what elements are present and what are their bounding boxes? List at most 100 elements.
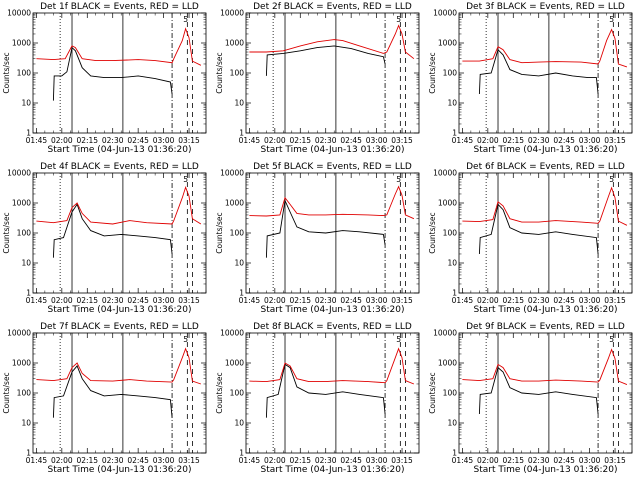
panel-title: Det 4f BLACK = Events, RED = LLD bbox=[40, 162, 199, 172]
y-axis-label: Counts/sec bbox=[428, 372, 437, 413]
x-tick-label: 01:45 bbox=[452, 296, 474, 305]
y-tick-label: 10000 bbox=[7, 9, 31, 18]
y-axis-label: Counts/sec bbox=[215, 372, 224, 413]
x-tick-label: 02:30 bbox=[102, 136, 124, 145]
x-tick-label: 02:45 bbox=[553, 136, 575, 145]
plot-frame bbox=[245, 12, 420, 134]
y-tick-label: 100 bbox=[443, 69, 458, 78]
x-tick-label: 02:15 bbox=[76, 456, 98, 465]
x-axis-label: Start Time (04-Jun-13 01:36:20) bbox=[48, 145, 192, 155]
x-tick-label: 02:15 bbox=[289, 456, 311, 465]
panel-det-7: Det 7f BLACK = Events, RED = LLD Counts/s… bbox=[2, 322, 207, 475]
plot-frame bbox=[32, 12, 207, 134]
x-tick-label: 02:45 bbox=[127, 136, 149, 145]
series-events bbox=[478, 203, 599, 255]
x-tick-label: 02:15 bbox=[76, 296, 98, 305]
y-tick-label: 10000 bbox=[220, 169, 244, 178]
panel-det-5: Det 5f BLACK = Events, RED = LLD Counts/s… bbox=[215, 162, 420, 315]
series-events bbox=[265, 199, 386, 258]
series-lld bbox=[462, 186, 628, 226]
series-lld bbox=[462, 28, 628, 68]
annotation-label: 5 bbox=[609, 175, 614, 184]
series-lld bbox=[36, 186, 202, 225]
x-tick-label: 03:00 bbox=[366, 456, 388, 465]
x-tick-label: 02:00 bbox=[477, 456, 499, 465]
y-tick-label: 1 bbox=[26, 449, 31, 458]
panel-det-6: Det 6f BLACK = Events, RED = LLD Counts/s… bbox=[428, 162, 633, 315]
panel-title: Det 8f BLACK = Events, RED = LLD bbox=[253, 322, 412, 332]
x-tick-label: 01:45 bbox=[452, 136, 474, 145]
x-tick-label: 03:15 bbox=[178, 456, 200, 465]
x-tick-label: 03:00 bbox=[579, 136, 601, 145]
plot-frame bbox=[32, 332, 207, 454]
y-tick-label: 1 bbox=[26, 289, 31, 298]
y-tick-label: 10000 bbox=[433, 9, 457, 18]
y-tick-label: 1000 bbox=[12, 359, 31, 368]
annotation-label: 5 bbox=[183, 335, 188, 344]
panel-det-3: Det 3f BLACK = Events, RED = LLD Counts/s… bbox=[428, 2, 633, 155]
series-lld bbox=[36, 27, 202, 66]
x-axis-label: Start Time (04-Jun-13 01:36:20) bbox=[474, 305, 618, 315]
x-axis-label: Start Time (04-Jun-13 01:36:20) bbox=[474, 465, 618, 475]
y-tick-label: 1 bbox=[239, 289, 244, 298]
y-axis-label: Counts/sec bbox=[428, 212, 437, 253]
y-tick-label: 1000 bbox=[438, 359, 457, 368]
annotation-label: 5 bbox=[396, 15, 401, 24]
y-tick-label: 100 bbox=[17, 389, 32, 398]
panel-det-1: Det 1f BLACK = Events, RED = LLD Counts/s… bbox=[2, 2, 207, 155]
series-lld bbox=[249, 185, 415, 220]
y-tick-label: 1 bbox=[239, 449, 244, 458]
x-tick-label: 02:15 bbox=[289, 136, 311, 145]
y-tick-label: 1000 bbox=[225, 359, 244, 368]
x-axis-label: Start Time (04-Jun-13 01:36:20) bbox=[474, 145, 618, 155]
y-tick-label: 100 bbox=[230, 229, 245, 238]
x-tick-label: 02:00 bbox=[51, 296, 73, 305]
x-tick-label: 02:00 bbox=[477, 296, 499, 305]
series-lld bbox=[249, 347, 415, 385]
x-tick-label: 02:15 bbox=[502, 296, 524, 305]
x-tick-label: 02:30 bbox=[102, 296, 124, 305]
x-axis-label: Start Time (04-Jun-13 01:36:20) bbox=[261, 145, 405, 155]
y-tick-label: 100 bbox=[230, 389, 245, 398]
y-tick-label: 10 bbox=[21, 419, 31, 428]
plot-frame bbox=[32, 172, 207, 294]
y-tick-label: 1000 bbox=[12, 39, 31, 48]
x-tick-label: 03:00 bbox=[153, 296, 175, 305]
x-tick-label: 03:15 bbox=[391, 456, 413, 465]
y-axis-label: Counts/sec bbox=[428, 52, 437, 93]
x-tick-label: 03:15 bbox=[604, 296, 626, 305]
x-axis-label: Start Time (04-Jun-13 01:36:20) bbox=[261, 305, 405, 315]
annotation-label: 5 bbox=[396, 335, 401, 344]
y-tick-label: 10000 bbox=[7, 169, 31, 178]
y-tick-label: 10 bbox=[447, 419, 457, 428]
x-tick-label: 02:15 bbox=[289, 296, 311, 305]
x-tick-label: 01:45 bbox=[452, 456, 474, 465]
y-tick-label: 10000 bbox=[220, 329, 244, 338]
panel-det-2: Det 2f BLACK = Events, RED = LLD Counts/s… bbox=[215, 2, 420, 155]
x-tick-label: 03:15 bbox=[391, 296, 413, 305]
x-tick-label: 03:00 bbox=[366, 136, 388, 145]
x-tick-label: 02:00 bbox=[477, 136, 499, 145]
annotation-label: 5 bbox=[609, 15, 614, 24]
y-tick-label: 10000 bbox=[433, 169, 457, 178]
series-events bbox=[52, 365, 173, 418]
series-events bbox=[478, 48, 599, 95]
panel-title: Det 6f BLACK = Events, RED = LLD bbox=[466, 162, 625, 172]
y-tick-label: 1 bbox=[26, 129, 31, 138]
y-tick-label: 1000 bbox=[225, 39, 244, 48]
y-tick-label: 10 bbox=[21, 99, 31, 108]
y-tick-label: 1000 bbox=[438, 39, 457, 48]
panel-det-8: Det 8f BLACK = Events, RED = LLD Counts/s… bbox=[215, 322, 420, 475]
x-tick-label: 03:00 bbox=[579, 296, 601, 305]
y-tick-label: 10 bbox=[234, 419, 244, 428]
series-lld bbox=[462, 348, 628, 386]
x-tick-label: 02:00 bbox=[264, 296, 286, 305]
x-tick-label: 02:30 bbox=[315, 456, 337, 465]
x-tick-label: 02:15 bbox=[76, 136, 98, 145]
y-axis-label: Counts/sec bbox=[2, 372, 11, 413]
y-axis-label: Counts/sec bbox=[2, 52, 11, 93]
x-tick-label: 02:45 bbox=[553, 456, 575, 465]
x-tick-label: 02:00 bbox=[51, 136, 73, 145]
y-tick-label: 100 bbox=[443, 389, 458, 398]
